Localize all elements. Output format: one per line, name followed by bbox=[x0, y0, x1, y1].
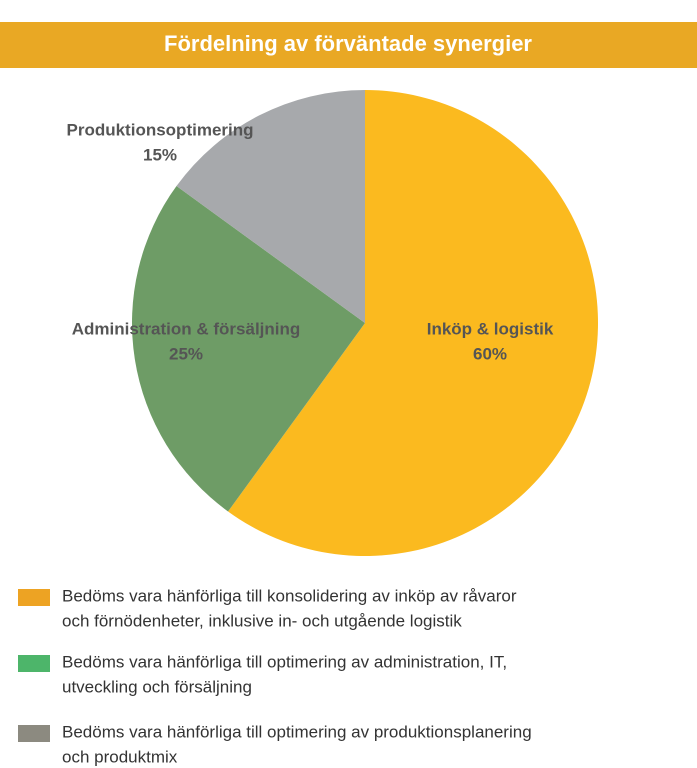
legend-text: utveckling och försäljning bbox=[62, 677, 252, 696]
slice-label: Inköp & logistik bbox=[427, 319, 554, 338]
slice-label: Administration & försäljning bbox=[72, 319, 301, 338]
slice-value: 15% bbox=[143, 145, 177, 164]
pie-slice bbox=[132, 186, 365, 512]
legend-text: Bedöms vara hänförliga till optimering a… bbox=[62, 652, 507, 671]
title-bar bbox=[0, 22, 697, 68]
legend-swatch bbox=[18, 589, 50, 606]
slice-label: Produktionsoptimering bbox=[67, 120, 254, 139]
legend-swatch bbox=[18, 655, 50, 672]
slice-value: 60% bbox=[473, 344, 507, 363]
legend-text: Bedöms vara hänförliga till optimering a… bbox=[62, 722, 532, 741]
pie-slice bbox=[176, 90, 365, 323]
slice-value: 25% bbox=[169, 344, 203, 363]
pie-slice bbox=[228, 90, 599, 556]
legend-text: och produktmix bbox=[62, 747, 178, 766]
legend-text: och förnödenheter, inklusive in- och utg… bbox=[62, 611, 462, 630]
legend-text: Bedöms vara hänförliga till konsoliderin… bbox=[62, 586, 517, 605]
chart-title: Fördelning av förväntade synergier bbox=[164, 31, 532, 56]
legend-swatch bbox=[18, 725, 50, 742]
